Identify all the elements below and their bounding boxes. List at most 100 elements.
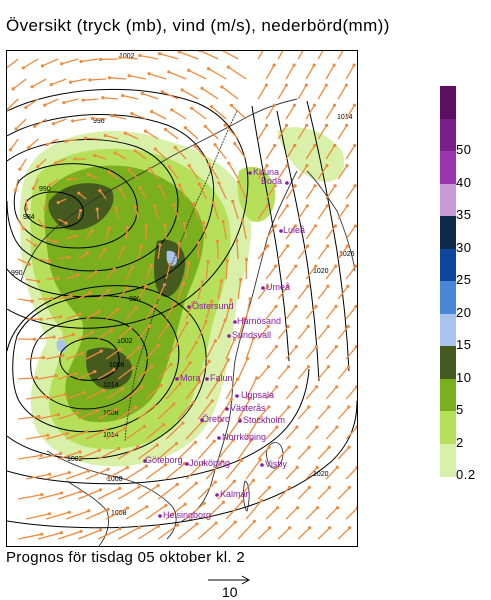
- wind-arrow-head: [141, 92, 144, 95]
- wind-arrow-head: [41, 64, 44, 67]
- wind-arrow: [110, 78, 127, 79]
- city-goteborg[interactable]: Göteborg: [143, 455, 182, 465]
- wind-arrow: [338, 407, 349, 419]
- wind-arrow-head: [285, 124, 288, 127]
- wind-arrow-head: [295, 385, 298, 388]
- wind-arrow-head: [183, 222, 186, 225]
- wind-arrow-head: [178, 184, 181, 187]
- city-orebro[interactable]: Örebro: [200, 414, 230, 424]
- wind-arrow: [326, 508, 337, 519]
- wind-arrow: [306, 508, 317, 519]
- wind-arrow-head: [161, 90, 164, 93]
- wind-arrow-head: [43, 207, 46, 210]
- wind-arrow-head: [143, 425, 146, 428]
- wind-arrow-head: [336, 506, 339, 509]
- city-norrkoping[interactable]: Norrköping: [217, 432, 266, 442]
- city-visby[interactable]: Visby: [260, 459, 287, 469]
- wind-arrow-head: [118, 487, 121, 490]
- wind-arrow-head: [116, 308, 119, 311]
- city-kalmar[interactable]: Kalmar: [215, 489, 248, 499]
- wind-arrow-head: [285, 84, 288, 87]
- wind-arrow-head: [326, 204, 329, 207]
- wind-arrow-head: [70, 294, 73, 297]
- wind-arrow-head: [46, 143, 49, 146]
- legend-swatch: [440, 411, 456, 444]
- city-label: Visby: [265, 459, 287, 469]
- wind-arrow-head: [59, 315, 62, 318]
- wind-arrow-head: [274, 224, 277, 227]
- wind-arrow-head: [174, 146, 177, 149]
- city-boda[interactable]: Boda: [261, 176, 289, 186]
- wind-arrow: [338, 447, 349, 459]
- wind-arrow: [90, 79, 106, 80]
- wind-arrow-head: [154, 147, 157, 150]
- wind-arrow-head: [276, 506, 279, 509]
- wind-arrow: [286, 266, 296, 279]
- city-lulea[interactable]: Luleå: [279, 225, 305, 235]
- wind-arrow-head: [121, 246, 124, 249]
- wind-arrow: [346, 387, 356, 399]
- wind-arrow-head: [347, 405, 350, 408]
- wind-arrow-head: [345, 84, 348, 87]
- wind-arrow-head: [77, 192, 80, 195]
- wind-arrow-head: [333, 104, 336, 107]
- city-falun[interactable]: Falun: [205, 373, 232, 383]
- wind-arrow: [42, 59, 58, 66]
- wind-arrow: [172, 110, 186, 119]
- wind-arrow: [318, 407, 329, 419]
- city-umea[interactable]: Umeå: [261, 282, 290, 292]
- wind-arrow-head: [93, 370, 96, 373]
- wind-arrow-head: [293, 184, 296, 187]
- wind-arrow-head: [91, 331, 94, 334]
- wind-arrow: [199, 51, 218, 59]
- wind-arrow-head: [333, 144, 336, 147]
- wind-arrow: [338, 367, 348, 379]
- forecast-map[interactable]: 1002 996 990 984 990 996 1002 1008 1014 …: [6, 50, 358, 547]
- wind-arrow-head: [172, 402, 175, 405]
- city-ostersund[interactable]: Östersund: [187, 301, 233, 311]
- city-vasteras[interactable]: Västerås: [225, 403, 266, 413]
- wind-arrow: [278, 85, 286, 99]
- city-stockholm[interactable]: Stockholm: [238, 415, 285, 425]
- wind-arrow-head: [172, 302, 175, 305]
- legend-swatch: [440, 314, 456, 347]
- wind-arrow-head: [325, 84, 328, 87]
- wind-arrow-head: [182, 282, 185, 285]
- wind-arrow-head: [259, 458, 262, 461]
- wind-arrow: [298, 447, 309, 459]
- wind-arrow-head: [137, 485, 140, 488]
- wind-arrow-head: [316, 466, 319, 469]
- wind-arrow: [149, 74, 166, 79]
- wind-arrow-head: [236, 378, 239, 381]
- wind-arrow-head: [230, 398, 233, 401]
- city-helsingborg[interactable]: Helsingborg: [158, 510, 211, 520]
- wind-arrow-head: [85, 430, 88, 433]
- wind-arrow-head: [55, 374, 58, 377]
- city-harnosand[interactable]: Härnösand: [233, 316, 281, 326]
- legend-swatch: [440, 379, 456, 412]
- city-uppsala[interactable]: Uppsala: [235, 390, 274, 400]
- wind-arrow-head: [307, 365, 310, 368]
- city-sundsvall[interactable]: Sundsvall: [227, 330, 271, 340]
- wind-arrow-head: [22, 66, 25, 69]
- wind-arrow-head: [176, 483, 179, 486]
- wind-arrow: [338, 85, 346, 99]
- wind-arrow: [146, 465, 165, 479]
- wind-arrow-head: [28, 263, 31, 266]
- wind-arrow-head: [347, 446, 350, 449]
- wind-arrow-head: [24, 106, 27, 109]
- wind-arrow-head: [204, 320, 207, 323]
- wind-arrow-head: [87, 469, 90, 472]
- wind-arrow-head: [353, 184, 356, 187]
- wind-arrow: [142, 94, 158, 99]
- city-jonkoping[interactable]: Jönköping: [185, 458, 230, 468]
- wind-arrow: [198, 523, 216, 539]
- wind-arrow-head: [188, 164, 191, 167]
- wind-arrow-head: [42, 225, 45, 228]
- city-label: Kalmar: [220, 489, 249, 499]
- wind-arrow-head: [157, 484, 160, 487]
- wind-arrow-head: [144, 285, 147, 288]
- legend-label: 50: [456, 142, 471, 157]
- wind-arrow: [326, 186, 335, 199]
- wind-arrow: [160, 54, 179, 59]
